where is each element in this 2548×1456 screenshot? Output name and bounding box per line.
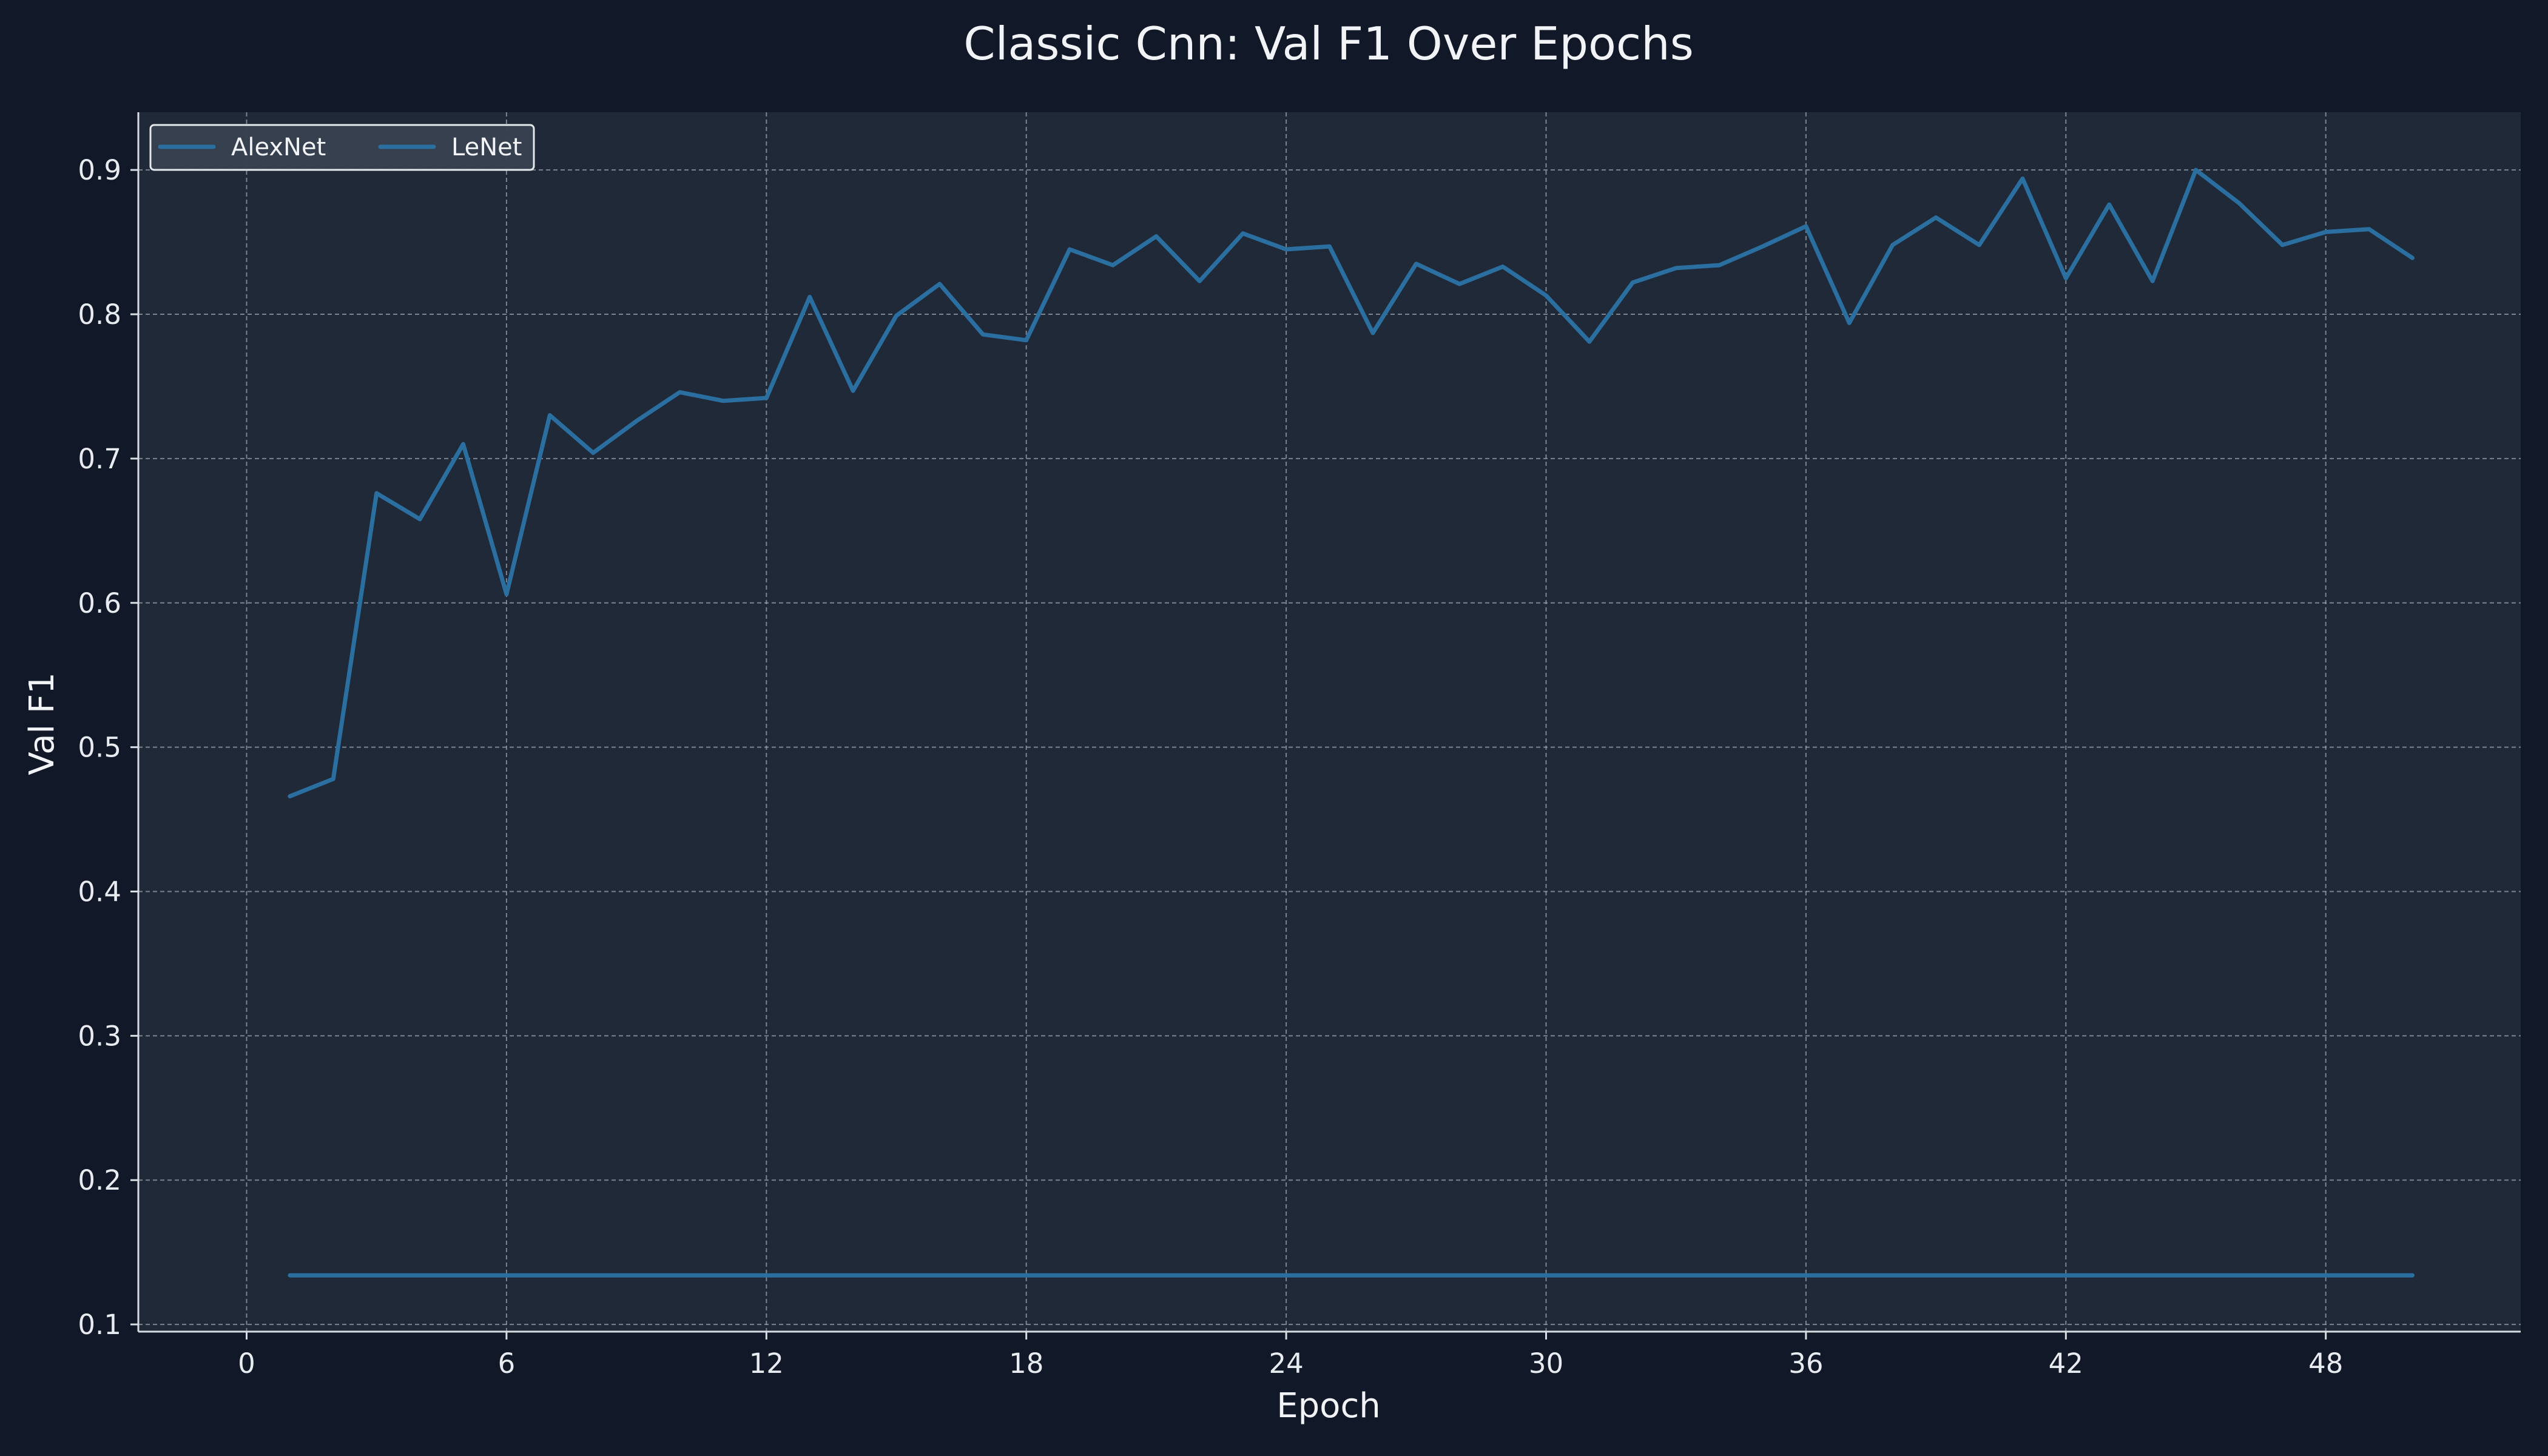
y-tick-label: 0.1 bbox=[78, 1309, 121, 1341]
y-tick-label: 0.2 bbox=[78, 1164, 121, 1196]
x-tick-label: 0 bbox=[238, 1347, 255, 1380]
y-tick-label: 0.4 bbox=[78, 875, 121, 908]
x-axis-label: Epoch bbox=[1276, 1386, 1380, 1426]
x-tick-label: 30 bbox=[1529, 1347, 1563, 1380]
series-lines bbox=[288, 167, 2415, 1278]
x-tick-label: 36 bbox=[1788, 1347, 1823, 1380]
y-tick-label: 0.5 bbox=[78, 732, 121, 764]
x-tick-label: 18 bbox=[1009, 1347, 1043, 1380]
y-tick-label: 0.8 bbox=[78, 298, 121, 331]
x-tick-label: 12 bbox=[749, 1347, 784, 1380]
x-tick-label: 24 bbox=[1269, 1347, 1303, 1380]
legend-frame bbox=[149, 124, 535, 171]
y-tick-label: 0.9 bbox=[78, 154, 121, 186]
plot-area bbox=[138, 112, 2521, 1332]
chart-title: Classic Cnn: Val F1 Over Epochs bbox=[963, 17, 1694, 70]
series-line-alexnet bbox=[288, 167, 2415, 798]
y-tick-label: 0.6 bbox=[78, 587, 121, 619]
x-tick-label: 42 bbox=[2049, 1347, 2083, 1380]
grid-lines bbox=[138, 112, 2521, 1332]
legend: AlexNet LeNet bbox=[149, 124, 535, 171]
legend-label-alexnet: AlexNet bbox=[231, 133, 326, 161]
axes bbox=[130, 112, 2521, 1340]
tick-labels: 0 6 12 18 24 30 36 42 48 0.1 0.2 0.3 0.4 0.5 0.6 0.7 0.8… bbox=[78, 154, 2343, 1380]
y-tick-label: 0.7 bbox=[78, 443, 121, 475]
x-tick-label: 48 bbox=[2308, 1347, 2343, 1380]
legend-label-lenet: LeNet bbox=[451, 133, 522, 161]
y-tick-label: 0.3 bbox=[78, 1020, 121, 1052]
x-tick-label: 6 bbox=[498, 1347, 516, 1380]
y-axis-label: Val F1 bbox=[22, 672, 62, 775]
